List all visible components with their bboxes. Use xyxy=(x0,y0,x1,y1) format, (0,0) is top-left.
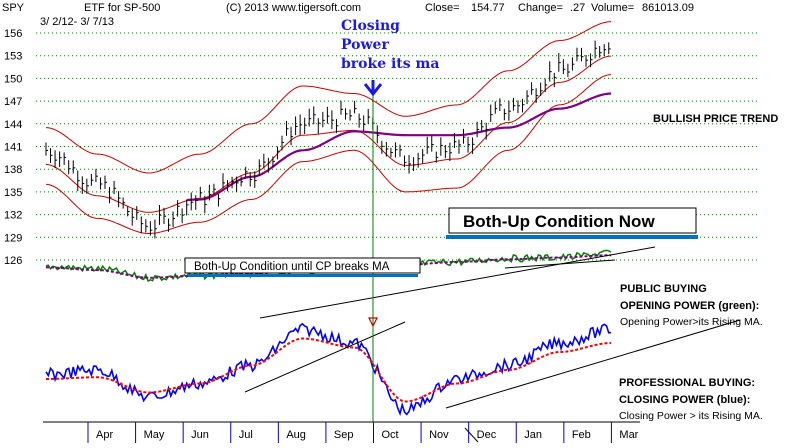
change-label: Change= xyxy=(518,2,563,14)
xtick-label-Dec: Dec xyxy=(477,429,497,441)
ytick-label-156: 156 xyxy=(4,28,22,40)
price-bands xyxy=(45,21,612,234)
event-arrow-down xyxy=(363,80,383,97)
y-axis-ticks: 156 153 150 147 144 141 138 135 132 129 126 xyxy=(4,28,22,267)
ytick-label-129: 129 xyxy=(4,232,22,244)
xtick-label-Oct: Oct xyxy=(382,429,399,441)
x-axis: Apr May Jun Jul Aug Sep Oct Nov Dec Jan Feb Mar xyxy=(43,421,640,443)
volume-label: Volume= xyxy=(591,2,634,14)
chart-title: ETF for SP-500 xyxy=(84,2,160,14)
lower-band-line xyxy=(45,74,612,234)
ytick-label-147: 147 xyxy=(4,96,22,108)
xtick-label-Apr: Apr xyxy=(96,429,113,441)
ytick-label-138: 138 xyxy=(4,164,22,176)
closing-power-note-line2: Power xyxy=(341,37,389,53)
xtick-label-Feb: Feb xyxy=(572,429,591,441)
ytick-label-144: 144 xyxy=(4,119,22,131)
opening-power-ma-line xyxy=(46,254,611,279)
closing-power-trendline-2 xyxy=(445,319,741,409)
cp-break-marker xyxy=(368,317,378,328)
public-buying-label: PUBLIC BUYING xyxy=(620,283,707,295)
xtick-label-Sep: Sep xyxy=(334,429,354,441)
ytick-label-126: 126 xyxy=(4,255,22,267)
xtick-label-Jun: Jun xyxy=(191,429,209,441)
volume-value: 861013.09 xyxy=(642,2,694,14)
price-bars xyxy=(45,40,611,239)
xtick-label-Jan: Jan xyxy=(524,429,542,441)
xtick-label-Jul: Jul xyxy=(239,429,253,441)
xtick-label-Nov: Nov xyxy=(429,429,449,441)
price-gridlines xyxy=(36,32,760,261)
copyright-label: (C) 2013 www.tigersoft.com xyxy=(226,2,361,14)
closing-power-desc: Closing Power > its Rising MA. xyxy=(619,410,763,422)
inner-band-line xyxy=(45,55,612,213)
closing-power-trendline-1 xyxy=(244,321,406,393)
ytick-label-153: 153 xyxy=(4,51,22,63)
opening-power-trendline xyxy=(259,246,656,319)
xtick-label-Aug: Aug xyxy=(286,429,306,441)
close-value: 154.77 xyxy=(471,2,505,14)
opening-power-title: OPENING POWER (green): xyxy=(620,300,759,312)
closing-power-note-line3: broke its ma xyxy=(341,56,439,72)
both-up-now-box xyxy=(448,207,697,234)
both-up-now-underline xyxy=(446,235,698,239)
both-up-now-label: Both-Up Condition Now xyxy=(463,212,655,231)
opening-power-upper-trendline xyxy=(504,259,616,269)
closing-power-note-line1: Closing xyxy=(341,18,400,34)
professional-buying-label: PROFESSIONAL BUYING: xyxy=(619,377,755,389)
xtick-label-May: May xyxy=(144,429,165,441)
closing-power-line xyxy=(45,322,612,417)
xtick-label-Mar: Mar xyxy=(619,429,638,441)
ytick-label-132: 132 xyxy=(4,210,22,222)
date-range: 3/ 2/12- 3/ 7/13 xyxy=(40,16,114,28)
both-up-until-underline xyxy=(188,274,418,277)
change-value: .27 xyxy=(570,2,585,14)
ytick-label-141: 141 xyxy=(4,142,22,154)
close-label: Close= xyxy=(425,2,460,14)
ytick-label-150: 150 xyxy=(4,73,22,85)
closing-power-title: CLOSING POWER (blue): xyxy=(619,394,750,406)
opening-power-desc: Opening Power>its Rising MA. xyxy=(620,316,763,328)
upper-band-line xyxy=(45,21,612,174)
closing-power-ma-line xyxy=(46,337,612,403)
closing-power-pointer xyxy=(464,427,479,443)
price-ma-line xyxy=(186,92,612,202)
ytick-label-135: 135 xyxy=(4,187,22,199)
bullish-trend-label: BULLISH PRICE TREND xyxy=(653,113,778,125)
both-up-until-box xyxy=(184,257,421,274)
symbol-label: SPY xyxy=(2,2,25,14)
closing-power-panel xyxy=(45,319,741,443)
both-up-until-label: Both-Up Condition until CP breaks MA xyxy=(194,261,390,273)
